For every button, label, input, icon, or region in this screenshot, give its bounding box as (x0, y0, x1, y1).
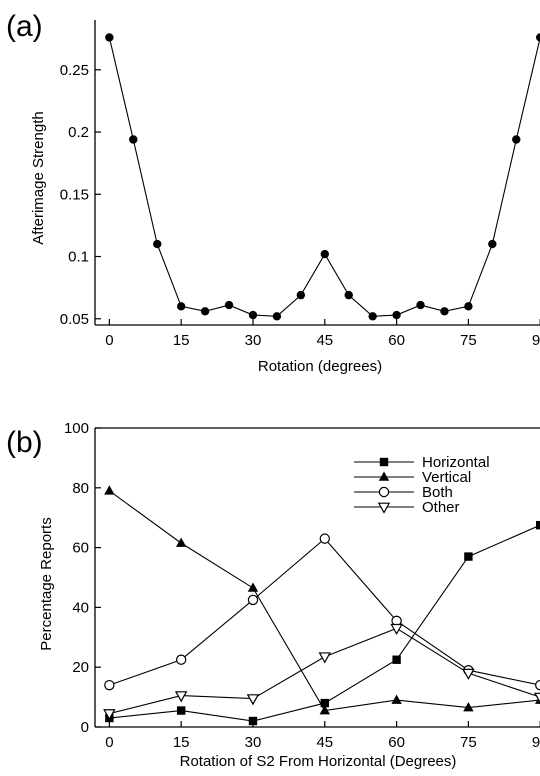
panel-b-y-tick-label: 40 (72, 599, 89, 616)
panel-a-data-point (512, 135, 521, 144)
panel-b-x-tick-label: 75 (460, 734, 477, 751)
panel-a-x-tick-label: 75 (460, 332, 477, 349)
panel-b-other-data-point (174, 691, 188, 703)
panel-b-vertical-data-point (463, 702, 474, 712)
panel-b-vertical-data-point (175, 537, 187, 547)
panel-a-data-point (296, 290, 306, 300)
panel-b-both-data-point (319, 533, 330, 544)
panel-b-horizontal-data-point (248, 716, 258, 726)
panel-b-label: (b) (6, 426, 43, 459)
panel-a-y-tick-label: 0.05 (60, 311, 89, 328)
panel-b-both-data-point (247, 594, 259, 606)
panel-a-label: (a) (6, 10, 43, 43)
legend-vertical-marker (378, 471, 390, 481)
panel-a-data-point (488, 239, 497, 249)
panel-a-x-tick-label: 90 (532, 332, 540, 349)
panel-a-chart: (a) Afterimage Strength Rotation (degree… (6, 10, 540, 375)
panel-a-data-point (248, 310, 258, 320)
panel-b-y-tick-label: 60 (72, 540, 89, 557)
panel-a-data-point (200, 307, 210, 316)
panel-b-y-tick-label: 0 (81, 719, 89, 736)
panel-b-x-tick-label: 30 (245, 734, 262, 751)
panel-b-other-data-point (533, 692, 540, 704)
panel-b-plot-area (103, 485, 540, 726)
panel-a-data-point (105, 33, 114, 42)
panel-b-vertical-data-point (247, 582, 259, 592)
panel-a-data-point (272, 312, 282, 321)
panel-b-vertical-data-point (104, 485, 115, 495)
panel-a-x-tick-label: 0 (105, 332, 113, 349)
panel-a-data-point (536, 33, 540, 42)
panel-a-data-point (129, 135, 138, 144)
panel-a-axes: 0 15 30 45 60 75 90 0.05 0.1 0.15 0.2 0.25 (60, 20, 540, 349)
panel-b-horizontal-series-line (109, 524, 540, 722)
panel-a-data-point (392, 310, 401, 320)
panel-b-chart: (b) Percentage Reports Rotation of S2 Fr… (6, 420, 540, 770)
legend-other-marker (377, 502, 391, 514)
panel-b-x-tick-label: 45 (316, 734, 333, 751)
panel-b-x-tick-label: 60 (388, 734, 405, 751)
panel-b-horizontal-data-point (464, 552, 473, 561)
panel-b-y-axis-label: Percentage Reports (38, 517, 55, 650)
legend-horizontal-marker (379, 457, 389, 467)
panel-a-data-point (153, 239, 162, 249)
panel-a-data-point (440, 307, 449, 316)
panel-a-data-point (344, 290, 353, 300)
legend-vertical-label: Vertical (422, 469, 471, 486)
panel-b-x-tick-label: 0 (105, 734, 113, 751)
panel-b-vertical-series-line (109, 490, 540, 712)
panel-b-y-tick-label: 80 (72, 480, 89, 497)
legend-both-label: Both (422, 484, 453, 501)
panel-b-y-tick-label: 100 (64, 420, 89, 437)
panel-a-data-point (224, 300, 234, 310)
panel-b-axes: 0 15 30 45 60 75 90 0 20 40 60 80 100 (64, 420, 540, 751)
panel-b-horizontal-data-point (320, 698, 329, 708)
panel-a-y-tick-label: 0.15 (60, 186, 89, 203)
panel-b-x-tick-label: 15 (173, 734, 190, 751)
panel-b-x-tick-label: 90 (532, 734, 540, 751)
panel-a-x-tick-label: 60 (388, 332, 405, 349)
panel-a-x-axis-label: Rotation (degrees) (258, 358, 382, 375)
panel-b-vertical-data-point (535, 694, 540, 704)
panel-b-both-data-point (175, 654, 187, 665)
panel-a-data-point (176, 302, 186, 311)
panel-b-both-data-point (104, 679, 115, 691)
panel-a-y-axis-label: Afterimage Strength (30, 111, 47, 244)
panel-b-other-data-point (390, 623, 403, 636)
panel-a-y-tick-label: 0.25 (60, 62, 89, 79)
panel-b-x-axis-label: Rotation of S2 From Horizontal (Degrees) (180, 753, 457, 770)
legend-both-marker (378, 486, 390, 498)
panel-a-series-line (108, 37, 540, 317)
legend-other-label: Other (422, 499, 460, 516)
panel-a-data-point (320, 249, 329, 259)
panel-a-data-point (464, 302, 473, 311)
panel-b-horizontal-data-point (176, 706, 186, 715)
panel-a-x-tick-label: 30 (245, 332, 262, 349)
panel-b-vertical-data-point (319, 705, 330, 715)
panel-a-y-tick-label: 0.2 (68, 124, 89, 141)
panel-b-other-data-point (103, 709, 116, 721)
panel-b-other-data-point (462, 668, 475, 680)
panel-a-plot-area (105, 33, 540, 321)
panel-a-data-point (368, 312, 377, 321)
panel-b-other-data-point (318, 652, 332, 664)
panel-b-horizontal-data-point (392, 655, 401, 664)
panel-a-y-tick-label: 0.1 (68, 249, 89, 266)
panel-b-vertical-data-point (391, 694, 402, 704)
panel-a-x-tick-label: 45 (316, 332, 333, 349)
panel-a-data-point (416, 300, 425, 310)
panel-b-y-tick-label: 20 (72, 659, 89, 676)
panel-b-horizontal-data-point (536, 520, 540, 530)
panel-b-other-data-point (246, 694, 260, 706)
legend-horizontal-label: Horizontal (422, 454, 490, 471)
panel-a-x-tick-label: 15 (173, 332, 190, 349)
panel-b-both-data-point (535, 679, 540, 691)
